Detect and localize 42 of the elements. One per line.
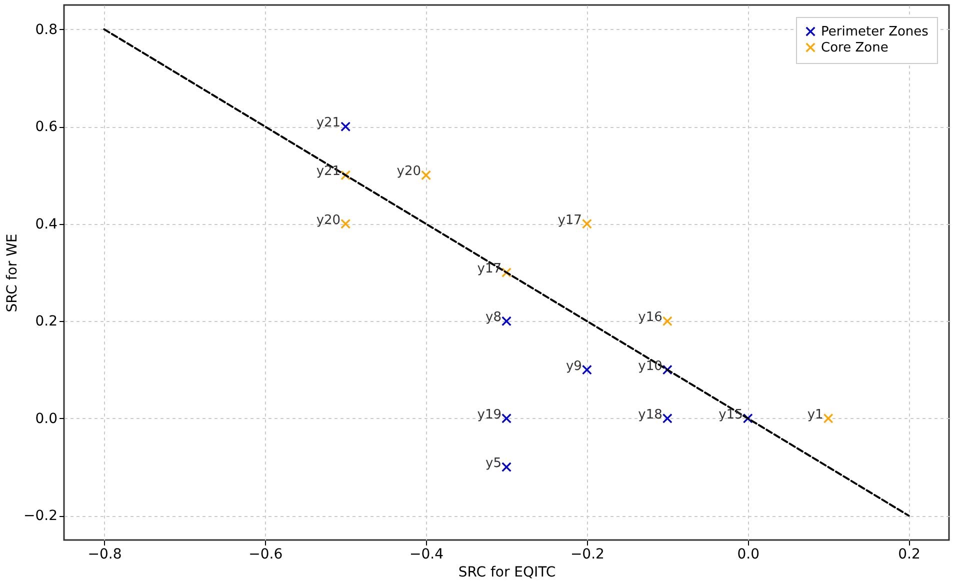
point: [502, 414, 512, 424]
annotation: y10: [638, 358, 662, 374]
annotation: y1: [807, 407, 824, 422]
annotation: y21: [316, 164, 341, 180]
x-tick-label: 0.2: [898, 546, 920, 562]
annotation: y17: [477, 262, 502, 276]
point: [582, 365, 592, 375]
point: [662, 414, 672, 424]
annotation: y19: [477, 407, 502, 422]
legend-label: Core Zone: [821, 40, 888, 56]
point: [582, 219, 592, 229]
y-axis-title: SRC for WE: [4, 234, 21, 312]
point: [502, 316, 512, 326]
x-tick-label: −0.2: [570, 546, 604, 562]
x-tick-label: −0.8: [88, 546, 122, 562]
legend-label: Perimeter Zones: [821, 24, 929, 40]
point: [662, 316, 672, 326]
annotation: y5: [486, 456, 502, 472]
point: [340, 122, 350, 132]
annotation: y17: [558, 212, 582, 228]
annotation: y20: [316, 212, 341, 228]
annotation: y8: [486, 310, 502, 326]
point: [421, 170, 431, 180]
point: [340, 219, 350, 229]
x-axis-title: SRC for EQITC: [458, 564, 556, 580]
point: [824, 414, 834, 424]
y-tick-label: 0.4: [35, 216, 58, 232]
annotation: y21: [316, 116, 341, 131]
annotation: y16: [638, 310, 662, 326]
x-tick-label: 0.0: [737, 546, 760, 562]
annotation: y18: [638, 407, 662, 422]
y-tick-label: 0.6: [35, 119, 58, 136]
annotation: y20: [396, 164, 422, 180]
x-tick-label: −0.4: [410, 546, 444, 562]
point: [502, 462, 512, 472]
y-tick-label: 0.2: [35, 314, 58, 330]
y-tick-label: 0.8: [35, 22, 58, 38]
y-tick-label: 0.0: [35, 410, 58, 427]
y-tick-label: −0.2: [24, 508, 58, 524]
annotation: y9: [566, 358, 582, 374]
annotation: y15: [718, 407, 743, 422]
x-tick-label: −0.6: [248, 546, 283, 562]
